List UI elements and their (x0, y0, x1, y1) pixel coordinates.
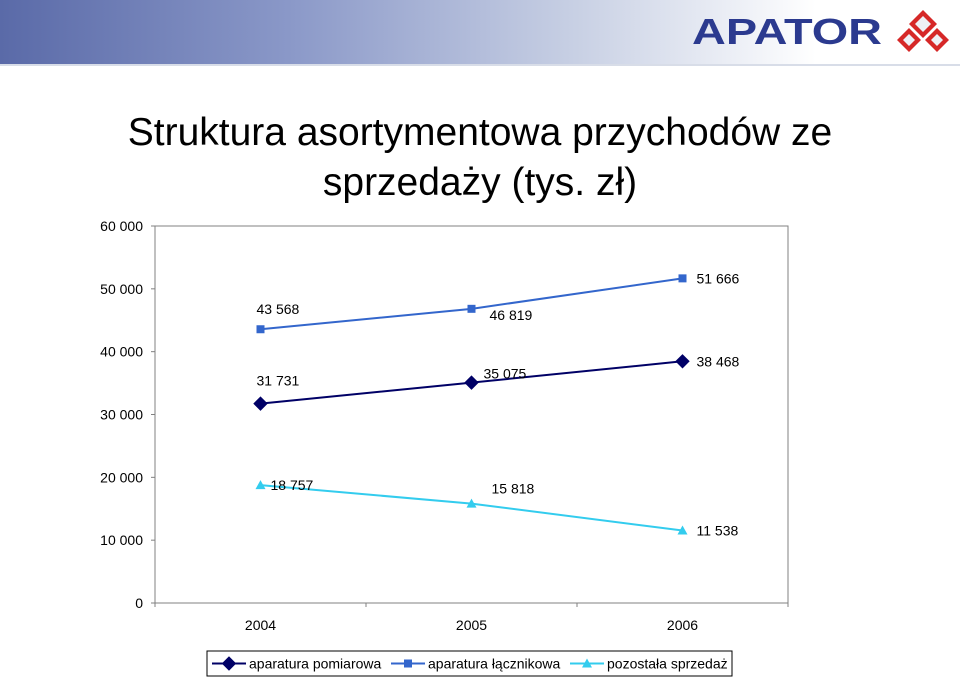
data-point (255, 480, 266, 490)
chart-title-line-2: sprzedaży (tys. zł) (322, 161, 638, 204)
legend-marker (582, 658, 592, 668)
data-label: 51 666 (697, 270, 740, 286)
legend-label: aparatura pomiarowa (249, 656, 382, 672)
data-point (467, 304, 476, 313)
legend-marker (221, 656, 237, 671)
y-tick-label: 0 (135, 595, 143, 611)
y-tick-label: 60 000 (100, 218, 143, 234)
data-label: 18 757 (271, 477, 314, 493)
data-label: 46 819 (490, 307, 533, 323)
chart-title: Struktura asortymentowa przychodów ze sp… (0, 108, 960, 208)
x-tick-label: 2004 (245, 617, 276, 633)
data-point (678, 274, 687, 283)
legend-marker (404, 659, 412, 668)
header-band (0, 0, 960, 66)
data-label: 31 731 (257, 373, 300, 389)
data-label: 43 568 (257, 301, 300, 317)
y-tick-label: 30 000 (100, 407, 143, 423)
apator-logo: APATOR (692, 10, 949, 52)
data-label: 38 468 (697, 353, 740, 369)
brand-wordmark: APATOR (692, 11, 882, 52)
series-line (260, 277, 683, 331)
data-point (253, 396, 268, 411)
y-tick-label: 50 000 (100, 281, 143, 297)
y-tick-label: 40 000 (100, 344, 143, 360)
data-point (256, 325, 265, 334)
data-label: 15 818 (492, 481, 535, 497)
legend-box (206, 650, 733, 677)
x-tick-label: 2006 (667, 617, 698, 633)
data-point (677, 525, 688, 535)
data-point (466, 498, 477, 508)
data-label: 35 075 (484, 366, 527, 382)
y-tick-label: 10 000 (100, 532, 143, 548)
legend-label: pozostała sprzedaż (607, 656, 728, 672)
data-point (464, 375, 479, 390)
y-tick-label: 20 000 (100, 469, 143, 485)
data-label: 11 538 (697, 523, 739, 539)
plot-area (154, 225, 789, 604)
chart-title-line-1: Struktura asortymentowa przychodów ze (127, 111, 833, 154)
logo-mark-icon (897, 10, 949, 52)
data-point (675, 354, 690, 369)
x-tick-label: 2005 (456, 617, 487, 633)
legend-label: aparatura łącznikowa (428, 656, 561, 672)
series-line (260, 484, 683, 532)
header-divider (0, 64, 960, 66)
